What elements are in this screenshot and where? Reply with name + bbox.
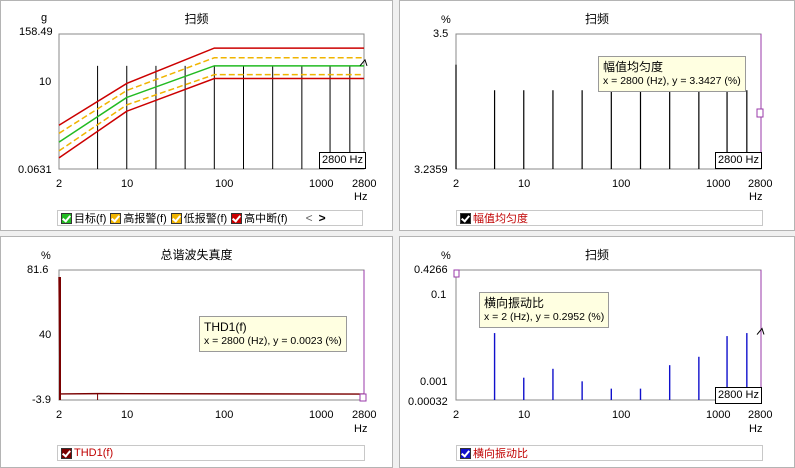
chart-title: 总谐波失真度 bbox=[160, 248, 233, 262]
x-tick: 1000 bbox=[309, 178, 334, 190]
tooltip-value: x = 2800 (Hz), y = 3.3427 (%) bbox=[603, 75, 741, 87]
x-tick: 2 bbox=[453, 178, 460, 190]
legend-item-transverse[interactable]: 横向振动比 bbox=[460, 445, 528, 461]
tooltip-title: 横向振动比 bbox=[484, 296, 545, 310]
y-tick-min: -3.9 bbox=[32, 394, 51, 406]
legend-prev-button[interactable]: < bbox=[305, 211, 313, 225]
x-tick: 2800 bbox=[748, 409, 773, 421]
transverse-chart-panel: 扫频 % 0.4266 0.1 0.001 0.00032 2 10 100 1… bbox=[399, 236, 795, 468]
sweep-plot[interactable] bbox=[1, 1, 393, 231]
chart-title: 扫频 bbox=[184, 12, 209, 26]
legend-item-target[interactable]: 目标(f) bbox=[61, 210, 106, 226]
legend-item-high-abort[interactable]: 高中断(f) bbox=[231, 210, 288, 226]
chart-title: 扫频 bbox=[584, 12, 609, 26]
checkbox-icon[interactable] bbox=[61, 447, 72, 459]
x-tick: 2800 bbox=[352, 178, 377, 190]
legend-item-low-alarm[interactable]: 低报警(f) bbox=[170, 210, 227, 226]
y-tick: 0.001 bbox=[420, 376, 448, 388]
x-tick: 1000 bbox=[706, 409, 731, 421]
y-unit-label: % bbox=[441, 250, 451, 262]
x-tick: 100 bbox=[215, 409, 234, 421]
x-unit-label: Hz bbox=[749, 423, 763, 435]
plot-area bbox=[455, 33, 762, 170]
x-unit-label: Hz bbox=[354, 191, 368, 203]
data-tooltip: 横向振动比 x = 2 (Hz), y = 0.2952 (%) bbox=[479, 292, 610, 328]
thd-chart-panel: 总谐波失真度 % 81.6 40 -3.9 2 10 100 1000 2800… bbox=[0, 236, 393, 468]
x-tick: 2800 bbox=[352, 409, 377, 421]
cursor-handle bbox=[756, 108, 764, 118]
y-unit-label: g bbox=[41, 12, 48, 24]
y-tick-min: 0.00032 bbox=[408, 396, 448, 408]
y-tick-max: 3.5 bbox=[433, 28, 449, 40]
data-tooltip: 幅值均匀度 x = 2800 (Hz), y = 3.3427 (%) bbox=[598, 56, 746, 92]
uniformity-chart-panel: 扫频 % 3.5 3.2359 2 10 100 1000 2800 Hz 28… bbox=[399, 0, 795, 231]
legend: 目标(f) 高报警(f) 低报警(f) 高中断(f) < > bbox=[57, 210, 363, 226]
uniformity-plot[interactable] bbox=[400, 1, 795, 231]
data-tooltip: THD1(f) x = 2800 (Hz), y = 0.0023 (%) bbox=[199, 316, 347, 352]
legend: 幅值均匀度 bbox=[456, 210, 763, 226]
x-tick: 2 bbox=[56, 178, 63, 190]
checkbox-icon[interactable] bbox=[460, 212, 471, 224]
cursor-frequency-label: 2800 Hz bbox=[715, 152, 762, 169]
y-tick-max: 81.6 bbox=[27, 264, 49, 276]
checkbox-icon[interactable] bbox=[460, 447, 471, 459]
x-unit-label: Hz bbox=[749, 191, 763, 203]
checkbox-icon[interactable] bbox=[231, 212, 243, 224]
legend: THD1(f) bbox=[57, 445, 365, 461]
tooltip-value: x = 2 (Hz), y = 0.2952 (%) bbox=[484, 311, 605, 323]
x-unit-label: Hz bbox=[354, 423, 368, 435]
legend-item-high-alarm[interactable]: 高报警(f) bbox=[110, 210, 167, 226]
plot-area bbox=[455, 269, 762, 401]
x-tick: 1000 bbox=[706, 178, 731, 190]
x-tick: 10 bbox=[121, 178, 134, 190]
y-tick-min: 0.0631 bbox=[18, 164, 52, 176]
x-tick: 100 bbox=[612, 409, 631, 421]
x-tick: 2800 bbox=[748, 178, 773, 190]
y-tick: 0.1 bbox=[431, 289, 447, 301]
x-tick: 10 bbox=[518, 178, 531, 190]
x-tick: 100 bbox=[215, 178, 234, 190]
legend-item-thd[interactable]: THD1(f) bbox=[61, 447, 113, 459]
thd-plot[interactable] bbox=[1, 237, 393, 468]
series-line bbox=[58, 47, 364, 126]
series-line bbox=[58, 56, 364, 134]
legend-next-button[interactable]: > bbox=[318, 211, 326, 225]
sweep-chart-panel: 扫频 g 158.49 10 0.0631 2 10 100 1000 2800… bbox=[0, 0, 393, 231]
checkbox-icon[interactable] bbox=[61, 212, 72, 224]
y-tick-min: 3.2359 bbox=[414, 164, 448, 176]
series-line bbox=[58, 73, 364, 152]
checkbox-icon[interactable] bbox=[110, 212, 122, 224]
cursor-frequency-label: 2800 Hz bbox=[715, 387, 762, 404]
x-tick: 2 bbox=[56, 409, 63, 421]
legend-item-uniformity[interactable]: 幅值均匀度 bbox=[460, 210, 528, 226]
x-tick: 10 bbox=[121, 409, 134, 421]
chart-title: 扫频 bbox=[584, 248, 609, 262]
measured-response-line bbox=[58, 77, 364, 159]
break-mark bbox=[756, 327, 765, 335]
legend: 横向振动比 bbox=[456, 445, 763, 461]
checkbox-icon[interactable] bbox=[170, 212, 182, 224]
y-tick-max: 0.4266 bbox=[414, 264, 448, 276]
y-unit-label: % bbox=[41, 250, 51, 262]
x-tick: 10 bbox=[518, 409, 531, 421]
x-tick: 100 bbox=[612, 178, 631, 190]
tooltip-title: THD1(f) bbox=[204, 320, 247, 334]
tooltip-value: x = 2800 (Hz), y = 0.0023 (%) bbox=[204, 335, 342, 347]
y-unit-label: % bbox=[441, 14, 451, 26]
cursor-handle bbox=[453, 269, 460, 278]
transverse-plot[interactable] bbox=[400, 237, 795, 468]
series-line bbox=[58, 65, 364, 143]
cursor-handle bbox=[359, 393, 367, 402]
y-tick-max: 158.49 bbox=[19, 26, 53, 38]
x-tick: 2 bbox=[453, 409, 460, 421]
x-tick: 1000 bbox=[309, 409, 334, 421]
y-tick-mid: 40 bbox=[39, 329, 52, 341]
tooltip-title: 幅值均匀度 bbox=[603, 60, 664, 74]
break-mark bbox=[359, 58, 368, 67]
plot-area bbox=[58, 33, 365, 170]
cursor-frequency-label: 2800 Hz bbox=[319, 152, 366, 169]
y-tick-mid: 10 bbox=[39, 76, 52, 88]
